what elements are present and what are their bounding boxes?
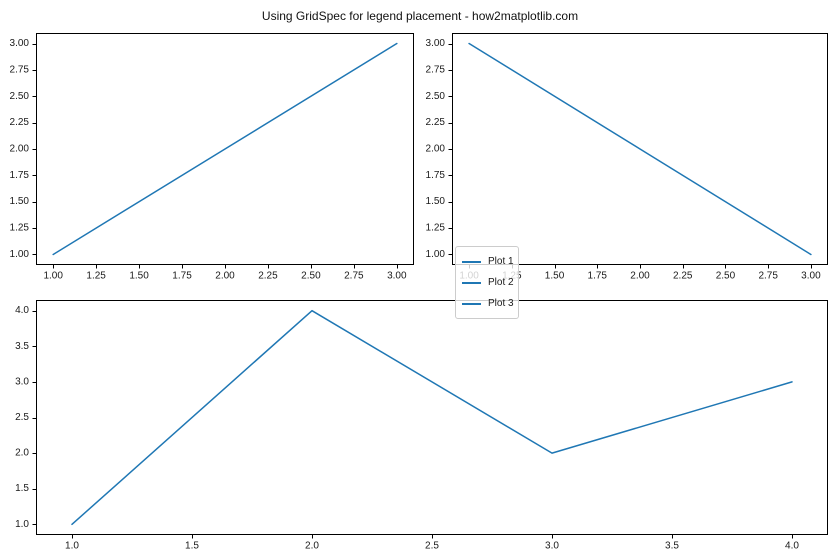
y-tick-label: 2.25 <box>426 117 446 128</box>
x-tick-label: 2.5 <box>425 540 439 551</box>
y-tick-label: 3.5 <box>15 341 29 352</box>
y-tick-label: 1.75 <box>10 170 30 181</box>
x-tick-label: 1.25 <box>86 270 106 281</box>
x-tick-label: 1.75 <box>172 270 192 281</box>
x-tick-label: 1.0 <box>65 540 79 551</box>
legend-item: Plot 3 <box>462 293 514 314</box>
x-tick-label: 2.50 <box>716 270 736 281</box>
y-tick-label: 4.0 <box>15 305 29 316</box>
figure-title: Using GridSpec for legend placement - ho… <box>261 9 579 23</box>
x-tick-label: 2.75 <box>344 270 364 281</box>
y-tick-label: 3.0 <box>15 376 29 387</box>
y-tick-label: 1.25 <box>10 223 30 234</box>
axes-frame <box>36 300 828 535</box>
y-tick-label: 2.0 <box>15 448 29 459</box>
legend-line-sample <box>462 281 481 284</box>
y-tick-label: 2.75 <box>426 64 446 75</box>
legend-item-label: Plot 2 <box>488 277 514 288</box>
y-tick-label: 1.00 <box>10 249 30 260</box>
legend-item: Plot 2 <box>462 272 514 293</box>
y-tick-label: 1.50 <box>426 196 446 207</box>
y-tick-label: 2.00 <box>426 144 446 155</box>
x-tick-label: 1.75 <box>588 270 608 281</box>
y-tick-label: 2.25 <box>10 117 30 128</box>
y-tick-label: 1.0 <box>15 519 29 530</box>
y-tick-label: 1.25 <box>426 223 446 234</box>
y-tick-label: 1.5 <box>15 483 29 494</box>
x-tick-label: 2.75 <box>758 270 778 281</box>
x-tick-label: 3.5 <box>665 540 679 551</box>
data-line-3 <box>71 309 793 526</box>
y-tick-label: 2.5 <box>15 412 29 423</box>
x-tick-label: 2.0 <box>305 540 319 551</box>
subplot-top-right: 1.001.251.501.752.002.252.502.753.001.00… <box>426 33 828 281</box>
legend-item: Plot 1 <box>462 251 514 272</box>
x-tick-label: 2.25 <box>258 270 278 281</box>
x-tick-label: 2.25 <box>673 270 693 281</box>
x-tick-label: 2.00 <box>630 270 650 281</box>
y-tick-label: 3.00 <box>10 38 30 49</box>
data-line-1 <box>52 42 398 256</box>
subplot-top-left: 1.00 1.25 1.50 1.75 2.00 2.25 2.50 2.75 3.00 1.00… <box>10 33 414 281</box>
x-tick-label: 3.00 <box>387 270 407 281</box>
subplot-bottom: 1.0 1.5 2.0 2.5 3.0 3.5 4.0 1.0 1.5 2.0 2.5 3.0 3.5 4… <box>15 300 828 551</box>
data-line-2 <box>468 42 812 256</box>
y-tick-label: 1.50 <box>10 196 30 207</box>
x-tick-label: 2.50 <box>301 270 321 281</box>
x-tick-label: 1.50 <box>545 270 565 281</box>
y-tick-label: 2.75 <box>10 64 30 75</box>
x-tick-label: 1.5 <box>185 540 199 551</box>
legend-line-sample <box>462 302 481 305</box>
x-tick-label: 4.0 <box>785 540 799 551</box>
y-tick-label: 2.50 <box>10 91 30 102</box>
x-tick-label: 2.00 <box>215 270 235 281</box>
y-tick-label: 3.00 <box>426 38 446 49</box>
axes-frame <box>36 33 414 265</box>
legend-line-sample <box>462 260 481 263</box>
x-tick-label: 1.00 <box>43 270 63 281</box>
y-tick-label: 2.50 <box>426 91 446 102</box>
legend: Plot 1 Plot 2 Plot 3 <box>455 246 519 319</box>
y-tick-label: 1.00 <box>426 249 446 260</box>
axes-frame <box>452 33 828 265</box>
x-tick-label: 3.00 <box>801 270 821 281</box>
x-tick-label: 3.0 <box>545 540 559 551</box>
y-tick-label: 1.75 <box>426 170 446 181</box>
x-tick-label: 1.50 <box>129 270 149 281</box>
y-tick-label: 2.00 <box>10 144 30 155</box>
legend-item-label: Plot 1 <box>488 256 514 267</box>
legend-item-label: Plot 3 <box>488 298 514 309</box>
